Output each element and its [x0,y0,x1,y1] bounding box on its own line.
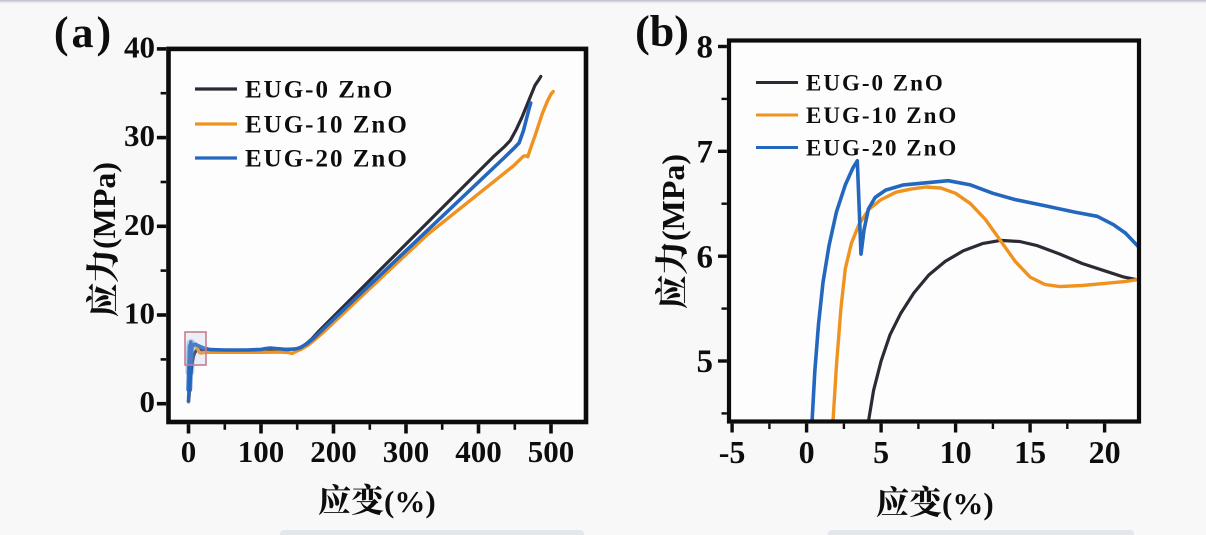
svg-text:EUG-10 ZnO: EUG-10 ZnO [245,112,409,139]
svg-text:0: 0 [799,434,815,470]
svg-text:EUG-20 ZnO: EUG-20 ZnO [806,136,958,161]
svg-text:200: 200 [310,434,357,469]
svg-text:100: 100 [238,434,285,469]
svg-text:500: 500 [528,434,575,469]
svg-text:(%): (%) [384,484,436,519]
svg-text:EUG-20 ZnO: EUG-20 ZnO [245,146,409,173]
svg-text:20: 20 [124,207,155,242]
svg-text:5: 5 [873,434,889,470]
svg-text:(a): (a) [54,8,114,57]
svg-text:EUG-0 ZnO: EUG-0 ZnO [806,71,945,96]
svg-text:400: 400 [455,434,502,469]
svg-text:(%): (%) [942,486,994,521]
svg-text:10: 10 [940,434,972,470]
svg-text:7: 7 [697,135,714,171]
svg-text:300: 300 [383,434,430,469]
svg-text:5: 5 [697,344,714,380]
svg-text:(b): (b) [635,7,689,56]
svg-text:0: 0 [140,384,156,419]
svg-text:(MPa): (MPa) [655,154,691,241]
svg-text:10: 10 [124,296,155,331]
svg-text:15: 15 [1014,434,1046,470]
svg-text:EUG-10 ZnO: EUG-10 ZnO [806,103,958,128]
svg-text:8: 8 [697,30,714,66]
svg-text:20: 20 [1089,434,1121,470]
svg-text:(MPa): (MPa) [86,162,122,249]
svg-text:EUG-0 ZnO: EUG-0 ZnO [245,77,394,104]
svg-text:6: 6 [697,239,714,275]
svg-text:30: 30 [124,118,155,153]
svg-text:40: 40 [124,29,155,64]
svg-text:-5: -5 [719,434,746,470]
svg-text:0: 0 [181,434,197,469]
